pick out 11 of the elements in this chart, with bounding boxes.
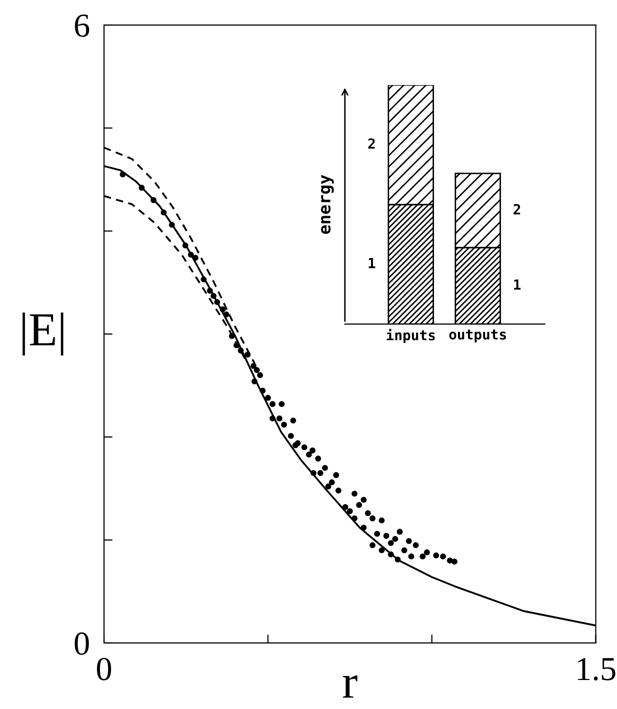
series-label: 2 [514, 204, 520, 214]
y-tick-label: 6 [74, 14, 90, 37]
text: 1 [514, 279, 521, 290]
x-tick-label: inputs [386, 328, 435, 344]
x-axis-title: r [342, 675, 358, 698]
y-axis-title: |E| [22, 312, 64, 356]
x-tick-label: 1.5 [578, 658, 616, 680]
y-axis-title: energy [320, 174, 334, 234]
x-tick-label: outputs [449, 330, 506, 342]
text: 2 [368, 138, 375, 149]
series-label: 1 [368, 258, 376, 268]
